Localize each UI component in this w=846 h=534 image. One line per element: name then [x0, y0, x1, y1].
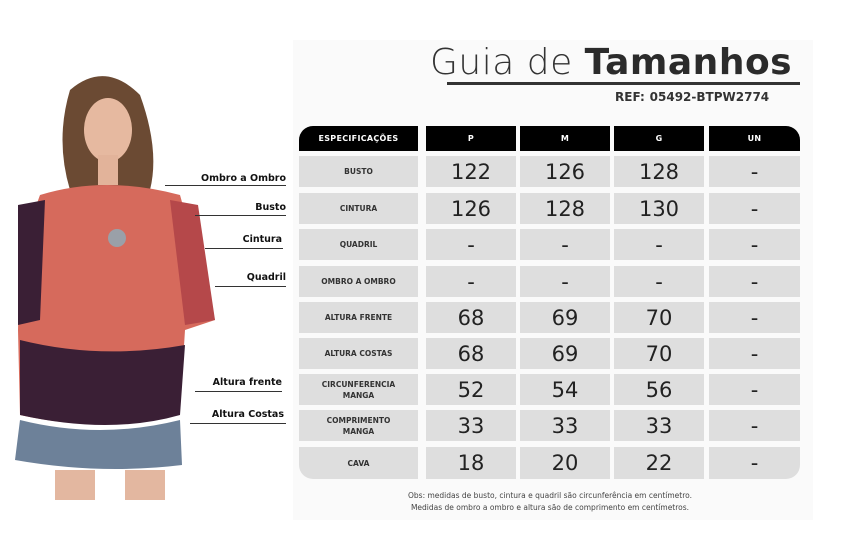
size-value-cell: - — [426, 229, 516, 260]
line-cintura — [205, 248, 283, 249]
header-p: P — [426, 126, 516, 151]
size-value-cell: - — [426, 266, 516, 297]
size-value-cell: - — [709, 229, 800, 260]
size-value-cell: 54 — [520, 374, 610, 405]
header-un: UN — [709, 126, 800, 151]
size-value-cell: 128 — [520, 193, 610, 224]
size-value-cell: - — [709, 410, 800, 441]
header-g: G — [614, 126, 704, 151]
footnote-line: Medidas de ombro a ombro e altura são de… — [410, 503, 690, 512]
size-value-cell: - — [520, 266, 610, 297]
row-spec-label: ALTURA COSTAS — [299, 338, 418, 369]
size-value-cell: 69 — [520, 302, 610, 333]
row-spec-label: COMPRIMENTO MANGA — [299, 410, 418, 441]
row-spec-label: CINTURA — [299, 193, 418, 224]
size-value-cell: 33 — [614, 410, 704, 441]
model-photo — [15, 76, 215, 500]
size-value-cell: 33 — [520, 410, 610, 441]
size-value-cell: - — [709, 447, 800, 479]
label-busto: Busto — [255, 202, 286, 213]
page-title: Guia de Tamanhos — [430, 42, 793, 83]
size-value-cell: 68 — [426, 302, 516, 333]
row-spec-label: OMBRO A OMBRO — [299, 266, 418, 297]
footnote: Obs: medidas de busto, cintura e quadril… — [300, 490, 800, 514]
label-altura-costas: Altura Costas — [211, 409, 284, 420]
header-m: M — [520, 126, 610, 151]
size-value-cell: 69 — [520, 338, 610, 369]
size-value-cell: 52 — [426, 374, 516, 405]
row-spec-label: QUADRIL — [299, 229, 418, 260]
label-quadril: Quadril — [246, 272, 286, 283]
size-value-cell: - — [709, 302, 800, 333]
size-value-cell: - — [709, 156, 800, 187]
size-value-cell: - — [709, 266, 800, 297]
line-altura-costas — [190, 423, 286, 424]
label-altura-frente: Altura frente — [212, 377, 282, 388]
size-value-cell: 130 — [614, 193, 704, 224]
size-value-cell: 20 — [520, 447, 610, 479]
size-value-cell: 122 — [426, 156, 516, 187]
size-value-cell: - — [614, 229, 704, 260]
line-altura-frente — [195, 391, 282, 392]
size-value-cell: - — [614, 266, 704, 297]
size-value-cell: 22 — [614, 447, 704, 479]
size-value-cell: 70 — [614, 302, 704, 333]
size-value-cell: 128 — [614, 156, 704, 187]
row-spec-label: CAVA — [299, 447, 418, 479]
size-value-cell: - — [709, 338, 800, 369]
footnote-line: Obs: medidas de busto, cintura e quadril… — [408, 491, 692, 500]
size-value-cell: 70 — [614, 338, 704, 369]
row-spec-label: ALTURA FRENTE — [299, 302, 418, 333]
label-ombro-a-ombro: Ombro a Ombro — [201, 173, 286, 184]
size-value-cell: - — [520, 229, 610, 260]
line-ombro-a-ombro — [165, 185, 286, 186]
row-spec-label: CIRCUNFERENCIA MANGA — [299, 374, 418, 405]
size-value-cell: 126 — [426, 193, 516, 224]
size-value-cell: 126 — [520, 156, 610, 187]
row-spec-label: BUSTO — [299, 156, 418, 187]
reference-code: REF: 05492-BTPW2774 — [615, 90, 770, 104]
size-value-cell: 68 — [426, 338, 516, 369]
size-value-cell: - — [709, 374, 800, 405]
line-busto — [195, 215, 286, 216]
size-value-cell: - — [709, 193, 800, 224]
header-especificacoes: ESPECIFICAÇÕES — [299, 126, 418, 151]
title-underline — [447, 82, 800, 85]
label-cintura: Cintura — [242, 234, 282, 245]
size-value-cell: 18 — [426, 447, 516, 479]
size-value-cell: 33 — [426, 410, 516, 441]
size-value-cell: 56 — [614, 374, 704, 405]
line-quadril — [215, 286, 286, 287]
